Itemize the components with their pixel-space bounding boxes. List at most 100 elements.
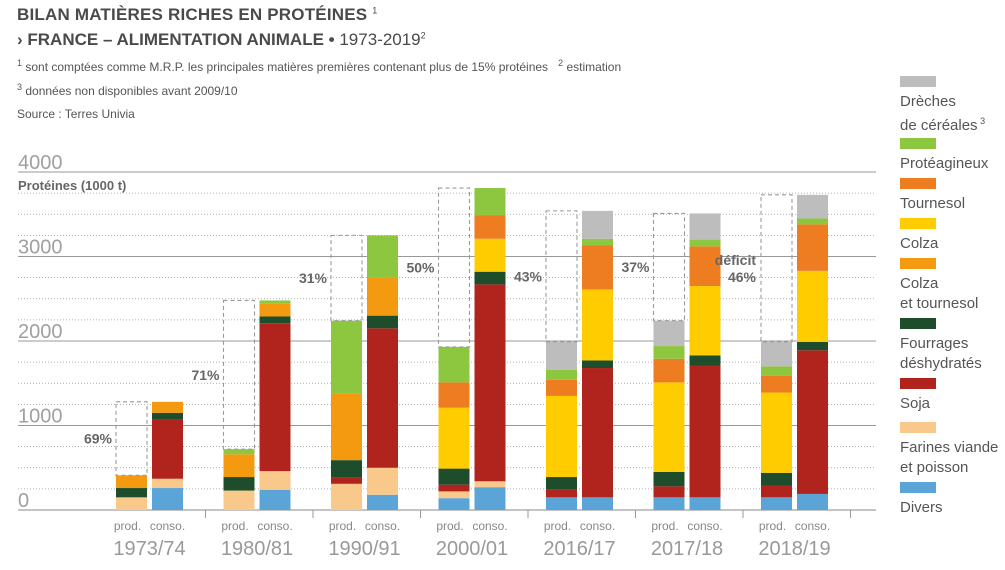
category-label: 1990/91 [328, 538, 400, 560]
bar-segment-conso [797, 270, 828, 342]
bar-segment-prod [653, 320, 685, 347]
conso-label: conso. [257, 519, 292, 533]
prod-label: prod. [436, 519, 463, 533]
bar-segment-prod [546, 341, 577, 370]
deficit-label: 46% [728, 269, 757, 285]
bar-segment-conso [582, 210, 613, 239]
legend-swatch [900, 218, 936, 229]
bar-segment-conso [259, 323, 291, 472]
bar-segment-prod [331, 477, 362, 484]
bar-segment-conso [367, 315, 398, 329]
legend-label: et tournesol [900, 295, 979, 312]
legend-label: Colza [900, 235, 939, 252]
bar-segment-prod [546, 395, 577, 478]
bar-segment-prod [653, 358, 685, 383]
deficit-box [222, 299, 256, 450]
bar-segment-prod [761, 375, 792, 393]
bar-segment-prod [331, 460, 362, 478]
deficit-label: 71% [191, 367, 220, 383]
legend-swatch [900, 138, 936, 149]
bar-segment-conso [367, 328, 398, 468]
bar-segment-prod [331, 483, 362, 510]
bar-segment-prod [438, 346, 470, 383]
legend-swatch [900, 258, 936, 269]
deficit-label: 69% [84, 431, 113, 447]
chart-subtitle-bold: › FRANCE – ALIMENTATION ANIMALE • [17, 30, 335, 49]
bar-segment-conso [797, 194, 828, 219]
legend-label: déshydratés [900, 355, 982, 372]
bar-segment-conso [259, 489, 291, 510]
legend-sup: 3 [977, 116, 986, 126]
bar-segment-prod [546, 477, 577, 490]
conso-label: conso. [795, 519, 830, 533]
legend-swatch [900, 76, 936, 87]
footnote-1-sup: 1 [17, 58, 23, 68]
bar-segment-prod [331, 320, 362, 394]
legend-label: Drèches [900, 93, 956, 110]
legend-label: Tournesol [900, 195, 966, 212]
bar-segment-prod [546, 379, 577, 396]
bar-segment-conso [474, 284, 506, 482]
bar-segment-prod [761, 366, 792, 376]
chart-title-sup: 1 [372, 5, 378, 16]
deficit-label: 43% [514, 268, 543, 284]
legend-swatch [900, 422, 936, 433]
category-label: 2018/19 [758, 538, 830, 560]
bar-segment-prod [546, 497, 577, 510]
legend-label: Farines viande [900, 439, 999, 456]
bar-segment-conso [474, 215, 506, 239]
bar-segment-prod [116, 488, 147, 498]
footnote-3-text: données non disponibles avant 2009/10 [25, 84, 238, 98]
bar-segment-prod [761, 341, 792, 367]
deficit-label: 37% [621, 259, 650, 275]
bar-segment-prod [438, 468, 470, 485]
prod-label: prod. [221, 519, 248, 533]
bar-segment-prod [438, 491, 470, 499]
bar-segment-conso [152, 419, 183, 479]
bar-segment-prod [761, 392, 792, 473]
footnote-3-sup: 3 [17, 82, 23, 92]
prod-label: prod. [544, 519, 571, 533]
bar-segment-conso [689, 213, 721, 240]
footnote-1-text: sont comptées comme M.R.P. les principal… [25, 60, 549, 74]
y-tick-label: 3000 [18, 237, 63, 259]
legend-label: Soja [900, 395, 931, 412]
bar-segment-prod [761, 472, 792, 486]
bar-segment-prod [653, 471, 685, 487]
legend-label: Divers [900, 499, 943, 516]
bar-segment-conso [582, 368, 613, 498]
deficit-label: 31% [299, 270, 328, 286]
bar-segment-prod [761, 497, 792, 510]
legend-label: et poisson [900, 459, 969, 476]
bar-segment-prod [223, 490, 255, 510]
legend-swatch [900, 318, 936, 329]
deficit-label: 50% [406, 259, 435, 275]
bar-segment-conso [582, 245, 613, 290]
conso-label: conso. [687, 519, 722, 533]
bar-segment-prod [653, 486, 685, 498]
category-label: 2016/17 [543, 538, 615, 560]
chart-subtitle-sup: 2 [420, 30, 426, 41]
bar-segment-conso [367, 467, 398, 495]
bar-segment-conso [689, 246, 721, 287]
y-axis-label: Protéines (1000 t) [18, 178, 126, 193]
conso-label: conso. [580, 519, 615, 533]
bar-segment-conso [152, 488, 183, 510]
category-label: 1980/81 [221, 538, 293, 560]
bar-segment-prod [223, 477, 255, 491]
prod-label: prod. [114, 519, 141, 533]
bar-segment-prod [546, 369, 577, 380]
y-tick-label: 4000 [18, 152, 63, 174]
bar-segment-prod [438, 407, 470, 469]
footnote-2-text: estimation [566, 60, 622, 74]
footnote-2-sup: 2 [558, 58, 564, 68]
bar-segment-conso [474, 271, 506, 285]
deficit-label: déficit [715, 252, 757, 268]
legend-swatch [900, 482, 936, 493]
bar-segment-conso [797, 350, 828, 494]
conso-label: conso. [365, 519, 400, 533]
bar-segment-conso [367, 277, 398, 316]
bar-segment-prod [653, 346, 685, 359]
y-tick-label: 0 [18, 490, 29, 512]
